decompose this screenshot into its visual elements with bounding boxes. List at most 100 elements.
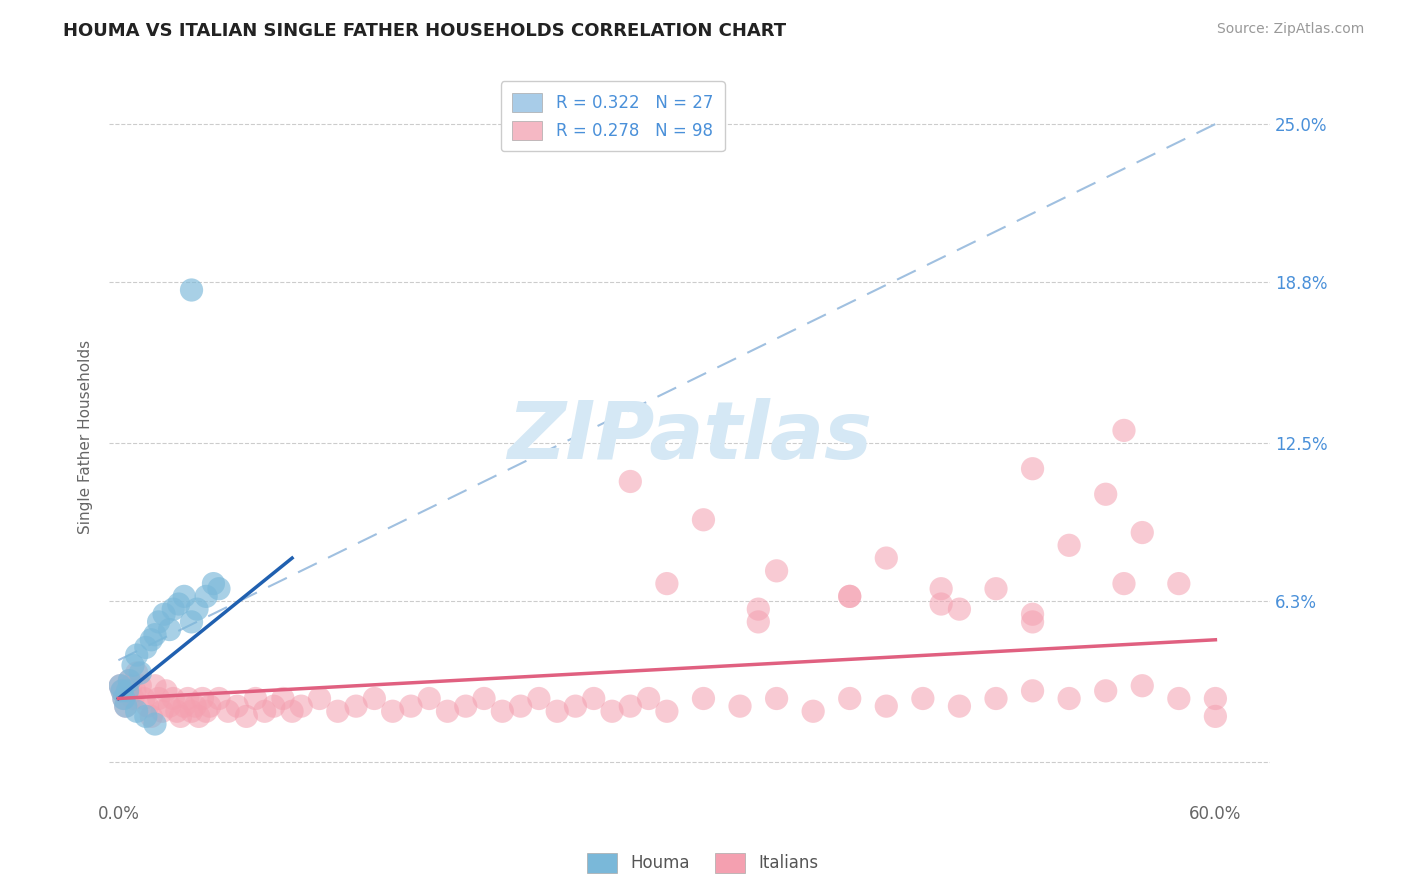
Point xyxy=(120,679,142,693)
Point xyxy=(162,602,184,616)
Point xyxy=(191,691,214,706)
Point xyxy=(245,691,267,706)
Point xyxy=(141,709,163,723)
Point xyxy=(875,551,897,566)
Point xyxy=(838,691,860,706)
Point xyxy=(747,602,769,616)
Point xyxy=(159,623,181,637)
Point xyxy=(1130,679,1153,693)
Point xyxy=(929,582,952,596)
Point xyxy=(1094,683,1116,698)
Point xyxy=(122,658,145,673)
Point xyxy=(208,582,231,596)
Point xyxy=(108,679,131,693)
Point xyxy=(1021,461,1043,475)
Point xyxy=(765,564,787,578)
Point xyxy=(436,704,458,718)
Point xyxy=(122,691,145,706)
Point xyxy=(1204,691,1226,706)
Point xyxy=(177,691,200,706)
Point xyxy=(148,615,170,629)
Point xyxy=(180,615,202,629)
Point xyxy=(728,699,751,714)
Point xyxy=(1057,691,1080,706)
Point xyxy=(159,699,181,714)
Point xyxy=(143,628,166,642)
Point xyxy=(143,717,166,731)
Point xyxy=(129,665,152,680)
Point xyxy=(166,704,188,718)
Point xyxy=(132,691,155,706)
Point xyxy=(765,691,787,706)
Point xyxy=(692,513,714,527)
Point xyxy=(948,699,970,714)
Point xyxy=(125,665,148,680)
Point xyxy=(929,597,952,611)
Point xyxy=(655,576,678,591)
Point xyxy=(1204,709,1226,723)
Point xyxy=(1112,424,1135,438)
Point xyxy=(195,590,218,604)
Point xyxy=(184,699,207,714)
Point xyxy=(253,704,276,718)
Point xyxy=(308,691,330,706)
Point xyxy=(117,683,139,698)
Point xyxy=(195,704,218,718)
Point xyxy=(984,691,1007,706)
Point xyxy=(637,691,659,706)
Point xyxy=(129,679,152,693)
Point xyxy=(173,699,195,714)
Point xyxy=(125,704,148,718)
Point xyxy=(271,691,294,706)
Point xyxy=(114,699,136,714)
Point xyxy=(153,607,176,622)
Point xyxy=(141,632,163,647)
Point xyxy=(155,683,177,698)
Point xyxy=(167,597,190,611)
Point xyxy=(655,704,678,718)
Point xyxy=(169,709,191,723)
Legend: R = 0.322   N = 27, R = 0.278   N = 98: R = 0.322 N = 27, R = 0.278 N = 98 xyxy=(501,81,724,152)
Point xyxy=(118,673,141,688)
Point xyxy=(150,704,173,718)
Text: ZIPatlas: ZIPatlas xyxy=(508,398,872,475)
Point xyxy=(344,699,367,714)
Point xyxy=(290,699,312,714)
Point xyxy=(235,709,257,723)
Point xyxy=(1167,576,1189,591)
Point xyxy=(112,691,135,706)
Point xyxy=(801,704,824,718)
Point xyxy=(911,691,934,706)
Point xyxy=(226,699,249,714)
Point xyxy=(326,704,349,718)
Point xyxy=(124,683,146,698)
Point xyxy=(1021,683,1043,698)
Point xyxy=(1094,487,1116,501)
Y-axis label: Single Father Households: Single Father Households xyxy=(79,340,93,533)
Point xyxy=(173,590,195,604)
Point xyxy=(281,704,304,718)
Point xyxy=(1130,525,1153,540)
Point xyxy=(1021,615,1043,629)
Point xyxy=(418,691,440,706)
Text: Source: ZipAtlas.com: Source: ZipAtlas.com xyxy=(1216,22,1364,37)
Point xyxy=(363,691,385,706)
Point xyxy=(381,704,404,718)
Point xyxy=(984,582,1007,596)
Point xyxy=(564,699,586,714)
Point xyxy=(180,283,202,297)
Point xyxy=(180,704,202,718)
Point xyxy=(875,699,897,714)
Point xyxy=(208,691,231,706)
Point xyxy=(136,699,159,714)
Point xyxy=(148,691,170,706)
Point xyxy=(108,679,131,693)
Point xyxy=(114,699,136,714)
Point xyxy=(546,704,568,718)
Point xyxy=(582,691,605,706)
Legend: Houma, Italians: Houma, Italians xyxy=(581,847,825,880)
Point xyxy=(217,704,239,718)
Point xyxy=(1021,607,1043,622)
Point xyxy=(112,691,135,706)
Point xyxy=(619,699,641,714)
